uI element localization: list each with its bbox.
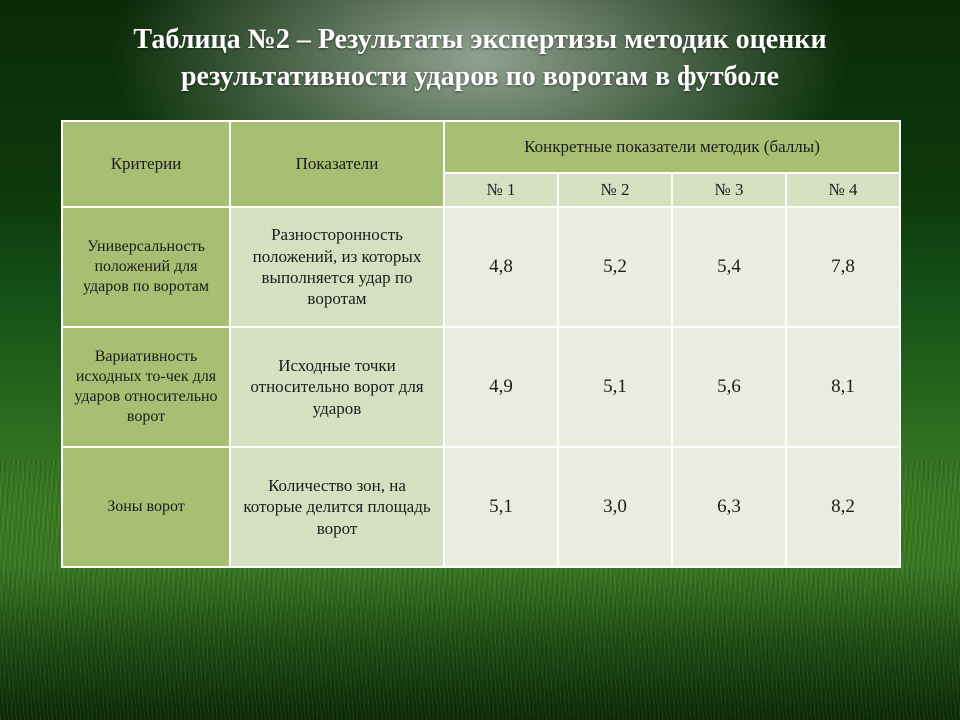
value-cell: 6,3 [672,447,786,567]
value-cell: 4,9 [444,327,558,447]
value-cell: 7,8 [786,207,900,327]
value-cell: 5,1 [444,447,558,567]
value-cell: 5,1 [558,327,672,447]
value-cell: 4,8 [444,207,558,327]
results-table: Критерии Показатели Конкретные показател… [61,120,901,568]
indicator-cell: Исходные точки относительно ворот для уд… [230,327,444,447]
criteria-cell: Универсальность положений для ударов по … [62,207,230,327]
table-row: Универсальность положений для ударов по … [62,207,900,327]
col-header-super: Конкретные показатели методик (баллы) [444,121,900,173]
col-header-n1: № 1 [444,173,558,207]
col-header-n3: № 3 [672,173,786,207]
table-row: Вариативность исходных то-чек для ударов… [62,327,900,447]
col-header-n2: № 2 [558,173,672,207]
value-cell: 5,6 [672,327,786,447]
criteria-cell: Вариативность исходных то-чек для ударов… [62,327,230,447]
criteria-cell: Зоны ворот [62,447,230,567]
indicator-cell: Количество зон, на которые делится площа… [230,447,444,567]
indicator-cell: Разносторонность положений, из которых в… [230,207,444,327]
col-header-n4: № 4 [786,173,900,207]
value-cell: 5,2 [558,207,672,327]
table-row: Зоны ворот Количество зон, на которые де… [62,447,900,567]
col-header-indicators: Показатели [230,121,444,207]
page-title: Таблица №2 – Результаты экспертизы метод… [0,0,960,96]
value-cell: 5,4 [672,207,786,327]
value-cell: 3,0 [558,447,672,567]
results-table-container: Критерии Показатели Конкретные показател… [61,120,899,568]
col-header-criteria: Критерии [62,121,230,207]
value-cell: 8,2 [786,447,900,567]
value-cell: 8,1 [786,327,900,447]
